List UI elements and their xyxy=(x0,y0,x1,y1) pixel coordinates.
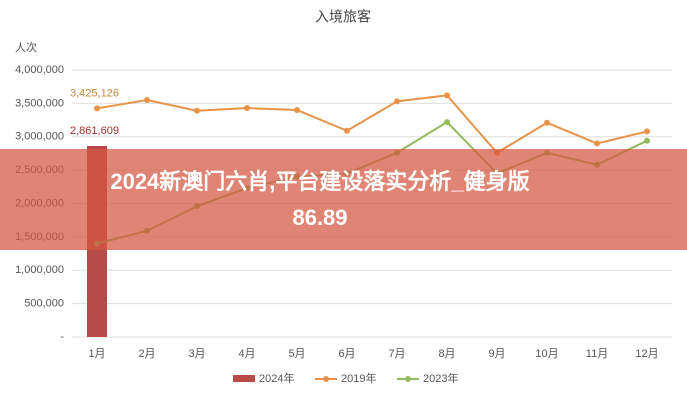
line-marker xyxy=(344,127,350,134)
y-tick-label: 3,500,000 xyxy=(15,97,64,109)
banner xyxy=(0,149,687,250)
x-tick-label: 4月 xyxy=(238,348,255,360)
x-tick-label: 9月 xyxy=(488,348,505,360)
chart-title: 入境旅客 xyxy=(315,9,371,25)
line-1 xyxy=(96,94,648,155)
x-tick-label: 8月 xyxy=(438,348,455,360)
y-tick-label: 4,000,000 xyxy=(15,64,64,76)
line-marker xyxy=(244,105,250,112)
y-tick-label: 3,000,000 xyxy=(15,131,64,143)
legend-label: 2024年 xyxy=(259,371,294,385)
legend-label: 2023年 xyxy=(423,371,458,385)
line-marker xyxy=(444,119,450,126)
line-marker xyxy=(94,105,100,112)
y-tick-label: 1,000,000 xyxy=(15,264,64,276)
data-label: 3,425,126 xyxy=(70,87,119,99)
y-axis-label: 人次 xyxy=(15,40,37,54)
y-tick-label: - xyxy=(60,331,64,343)
x-tick-label: 5月 xyxy=(288,348,305,360)
line-marker xyxy=(394,98,400,105)
line-marker xyxy=(144,97,150,104)
banner-text: 86.89 xyxy=(292,205,347,230)
x-tick-label: 1月 xyxy=(88,348,105,360)
line-marker xyxy=(194,107,200,114)
x-tick-label: 10月 xyxy=(535,348,558,360)
line-marker xyxy=(594,140,600,147)
x-tick-label: 3月 xyxy=(188,348,205,360)
line-marker xyxy=(644,128,650,135)
line-marker xyxy=(444,92,450,99)
legend-swatch xyxy=(233,375,255,382)
banner-text: 2024新澳门六肖,平台建设落实分析_健身版 xyxy=(110,169,529,194)
line-marker xyxy=(644,137,650,144)
y-tick-label: 500,000 xyxy=(24,298,64,310)
data-label: 2,861,609 xyxy=(70,125,119,137)
x-tick-label: 7月 xyxy=(388,348,405,360)
legend-label: 2019年 xyxy=(341,371,376,385)
x-tick-label: 6月 xyxy=(338,348,355,360)
legend-marker xyxy=(323,376,329,382)
line-marker xyxy=(294,107,300,114)
legend-marker xyxy=(405,376,411,382)
line-marker xyxy=(544,119,550,126)
x-tick-label: 11月 xyxy=(586,348,608,360)
x-tick-label: 2月 xyxy=(138,348,155,360)
x-tick-label: 12月 xyxy=(635,348,658,360)
